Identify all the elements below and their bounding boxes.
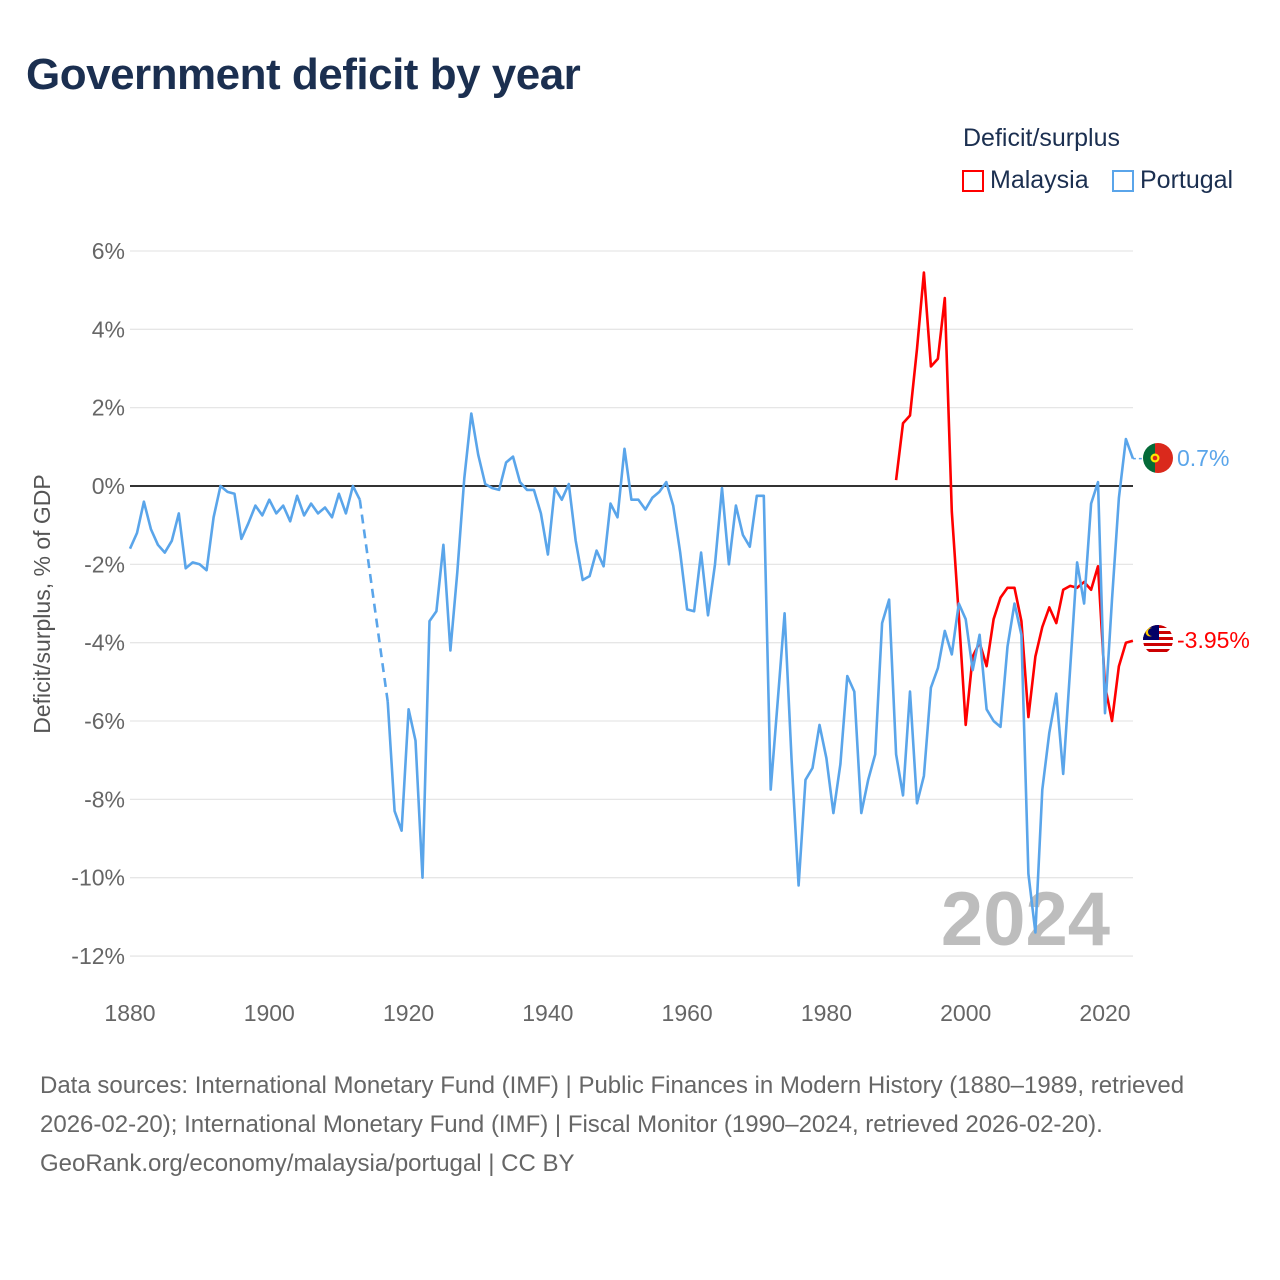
y-tick-label: 6% [92,238,125,264]
x-tick-label: 1940 [522,1000,573,1026]
y-tick-label: 4% [92,316,125,342]
legend-title: Deficit/surplus [963,124,1120,152]
y-axis-label: Deficit/surplus, % of GDP [29,474,55,733]
data-sources: Data sources: International Monetary Fun… [40,1072,1185,1138]
y-tick-label: -4% [84,630,125,656]
portugal-flag-icon [1143,443,1173,473]
legend-item-malaysia[interactable]: Malaysia [962,166,1089,195]
portugal-gap-line [358,499,389,702]
x-tick-label: 1960 [662,1000,713,1026]
year-watermark: 2024 [941,877,1110,962]
portugal-end-label: 0.7% [1177,445,1229,471]
y-tick-label: -6% [84,708,125,734]
malaysia-end-label: -3.95% [1177,627,1250,653]
legend-item-portugal[interactable]: Portugal [1112,166,1233,195]
y-tick-label: 0% [92,473,125,499]
y-tick-label: 2% [92,395,125,421]
x-tick-label: 1880 [104,1000,155,1026]
legend-swatch-malaysia [962,169,984,192]
y-tick-label: -2% [84,551,125,577]
portugal-line [386,412,1135,934]
x-tick-label: 1980 [801,1000,852,1026]
x-tick-label: 1920 [383,1000,434,1026]
y-tick-label: -12% [71,943,125,969]
legend-label-malaysia: Malaysia [990,166,1089,194]
y-tick-label: -8% [84,786,125,812]
footer: Data sources: International Monetary Fun… [40,1066,1250,1183]
malaysia-line [894,271,1134,727]
chart-title: Government deficit by year [26,50,581,99]
x-tick-label: 1900 [244,1000,295,1026]
x-tick-label: 2000 [940,1000,991,1026]
portugal-line [128,484,361,572]
legend-label-portugal: Portugal [1140,166,1234,194]
x-tick-label: 2020 [1079,1000,1130,1026]
malaysia-flag-icon [1143,625,1173,655]
legend-swatch-portugal [1112,169,1134,192]
credit-link[interactable]: GeoRank.org/economy/malaysia/portugal | … [40,1150,575,1177]
y-tick-label: -10% [71,865,125,891]
